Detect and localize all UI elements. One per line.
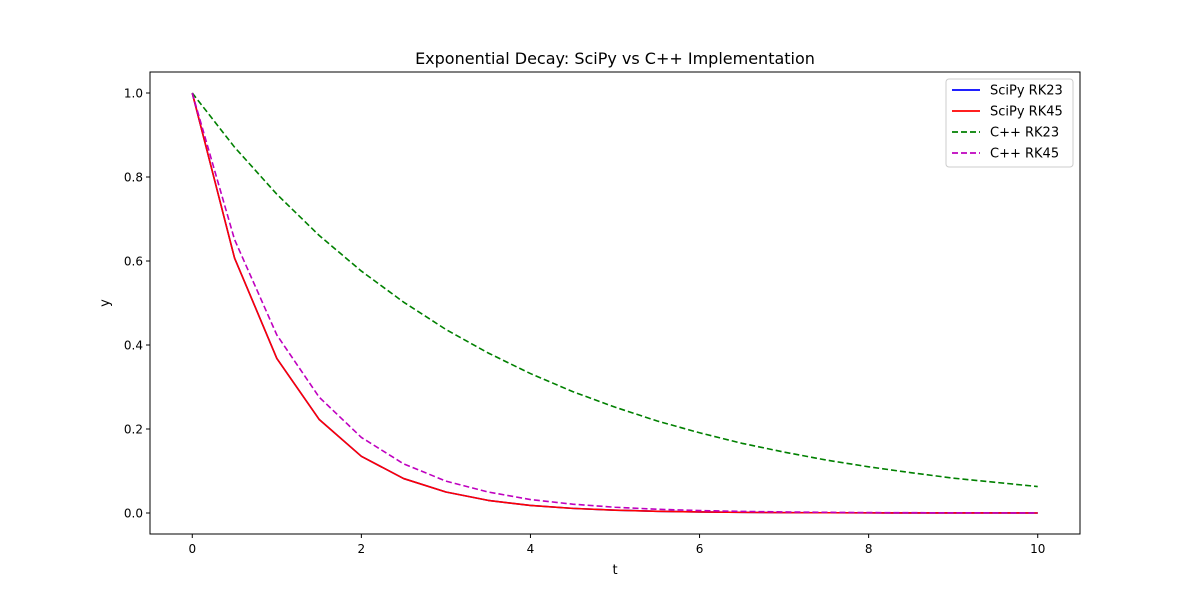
legend-label-1: SciPy RK23	[990, 84, 1063, 99]
y-tick-label: 0.0	[124, 507, 143, 521]
series-line-4	[191, 92, 1038, 514]
x-tick-label: 10	[1030, 542, 1045, 556]
y-tick-label: 0.2	[124, 423, 143, 437]
legend-box	[945, 78, 1074, 168]
plot-lines	[191, 92, 1038, 514]
x-tick-label: 8	[865, 542, 873, 556]
y-axis-label: y	[98, 299, 113, 307]
chart-title: Exponential Decay: SciPy vs C++ Implemen…	[415, 49, 815, 68]
legend-label-2: SciPy RK45	[990, 105, 1063, 120]
plot-area-frame	[149, 71, 1081, 535]
y-tick-label: 0.6	[124, 255, 143, 269]
series-line-3	[191, 92, 1038, 488]
x-tick-label: 2	[358, 542, 366, 556]
x-axis-label: t	[612, 563, 617, 578]
x-tick-label: 6	[696, 542, 704, 556]
legend: SciPy RK23 SciPy RK45 C++ RK23 C++ RK45	[945, 78, 1074, 168]
series-line-1	[191, 92, 1038, 514]
x-axis-ticks: 0 2 4 6 8 10	[188, 534, 1045, 556]
y-tick-label: 0.4	[124, 339, 143, 353]
legend-items: SciPy RK23 SciPy RK45 C++ RK23 C++ RK45	[952, 84, 1063, 162]
legend-label-4: C++ RK45	[990, 147, 1059, 162]
series-line-2	[191, 92, 1038, 514]
y-axis-ticks: 0.0 0.2 0.4 0.6 0.8 1.0	[124, 87, 150, 521]
x-tick-label: 0	[188, 542, 196, 556]
legend-label-3: C++ RK23	[990, 126, 1059, 141]
y-tick-label: 1.0	[124, 87, 143, 101]
y-tick-label: 0.8	[124, 171, 143, 185]
x-tick-label: 4	[527, 542, 535, 556]
